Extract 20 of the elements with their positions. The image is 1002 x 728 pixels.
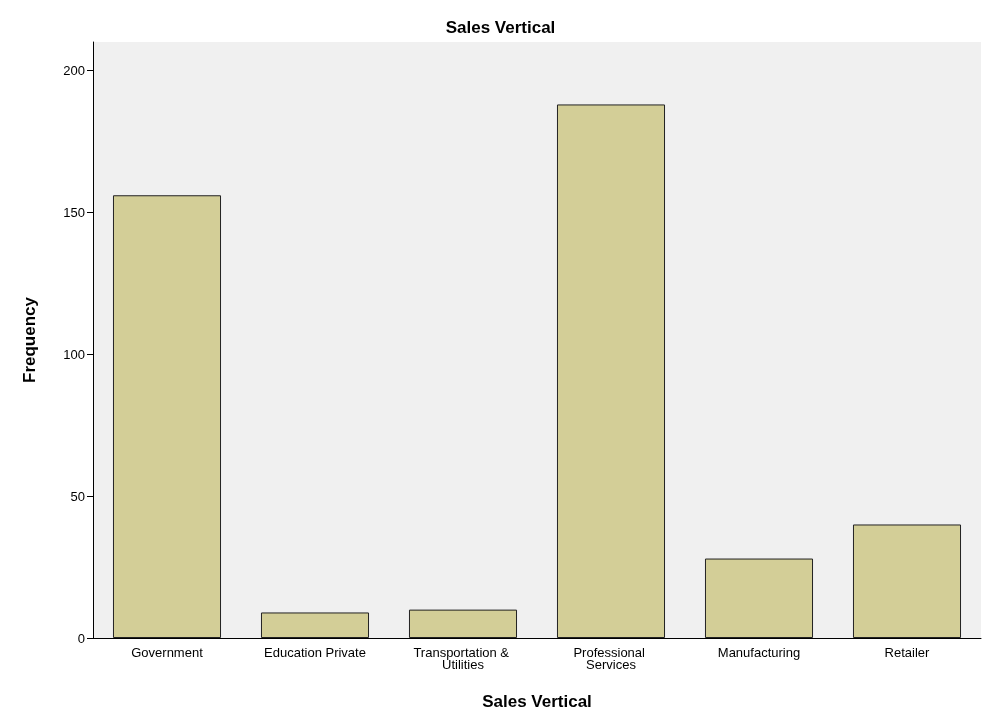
x-tick-label: Professional Services: [573, 644, 649, 672]
x-tick-label: Transportation & Utilities: [413, 644, 513, 672]
bar: [408, 609, 518, 638]
bar: [112, 195, 222, 638]
x-tick-label: Education Private: [264, 644, 366, 660]
x-tick-label: Retailer: [884, 644, 931, 660]
x-tick-label: Government: [131, 644, 204, 660]
y-tick-label: 0: [77, 630, 85, 646]
bar: [852, 524, 962, 638]
y-tick-label: 200: [63, 62, 85, 78]
y-tick-label: 150: [63, 204, 85, 220]
bar: [260, 612, 370, 638]
y-tick-label: 100: [63, 346, 85, 362]
x-axis-title: Sales Vertical: [482, 692, 592, 711]
y-axis-title: Frequency: [20, 296, 39, 383]
chart-title: Sales Vertical: [445, 18, 556, 37]
bar: [704, 558, 814, 638]
y-tick-label: 50: [70, 488, 85, 504]
bar: [556, 104, 666, 638]
x-tick-label: Manufacturing: [717, 644, 801, 660]
